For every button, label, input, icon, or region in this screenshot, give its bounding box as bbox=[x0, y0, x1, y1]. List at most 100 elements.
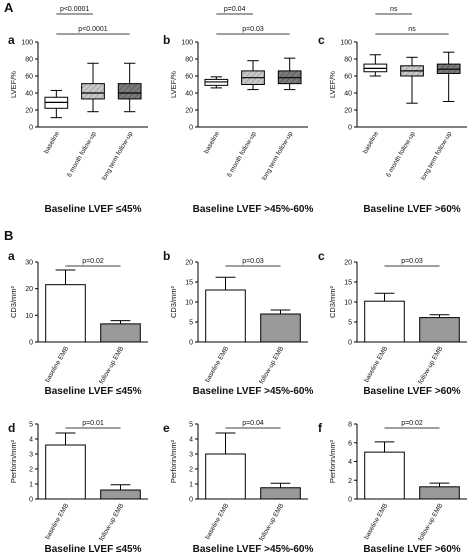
section-label-A: A bbox=[4, 0, 14, 15]
y-axis-label: Perforin/mm² bbox=[9, 439, 18, 483]
y-axis-label: LVEF/% bbox=[328, 71, 337, 98]
panel-label: c bbox=[318, 249, 325, 263]
x-tick-label: follow-up EMB bbox=[98, 503, 125, 543]
panel-caption: Baseline LVEF >45%-60% bbox=[193, 386, 314, 397]
y-tick-label: 100 bbox=[181, 40, 193, 47]
panel-caption: Baseline LVEF >60% bbox=[363, 544, 460, 555]
y-tick-label: 20 bbox=[185, 260, 193, 267]
y-tick-label: 20 bbox=[25, 108, 33, 115]
y-tick-label: 10 bbox=[344, 300, 352, 307]
p-value-label: p=0.04 bbox=[242, 420, 264, 427]
x-tick-label: baseline EMB bbox=[363, 346, 389, 384]
y-tick-label: 3 bbox=[189, 452, 193, 459]
y-axis-label: CD3/mm² bbox=[169, 285, 178, 318]
p-value-label: p=0.02 bbox=[82, 258, 104, 265]
y-tick-label: 5 bbox=[189, 422, 193, 429]
y-tick-label: 0 bbox=[189, 125, 193, 132]
y-tick-label: 30 bbox=[25, 260, 33, 267]
y-axis-label: LVEF/% bbox=[9, 71, 18, 98]
panel-caption: Baseline LVEF ≤45% bbox=[44, 204, 141, 215]
chart-panel-b-c: c 0 5 10 15 20 CD3/mm² baseline EMB follow-up EM… bbox=[318, 249, 467, 397]
y-tick-label: 60 bbox=[344, 74, 352, 81]
y-axis-label: CD3/mm² bbox=[9, 285, 18, 318]
bar bbox=[419, 486, 460, 500]
y-tick-label: 20 bbox=[25, 286, 33, 293]
chart-panel-b-f: f 0 2 4 6 8 Perforin/mm² baseline EMB follow-up … bbox=[318, 420, 467, 555]
bar bbox=[260, 487, 301, 500]
x-tick-label: baseline bbox=[43, 130, 61, 155]
chart-panel-b-b: b 0 5 10 15 20 CD3/mm² baseline EMB follow-up EM… bbox=[163, 249, 313, 397]
bar bbox=[45, 284, 86, 343]
bar bbox=[45, 444, 86, 500]
y-tick-label: 1 bbox=[29, 482, 33, 489]
y-tick-label: 5 bbox=[189, 320, 193, 327]
y-tick-label: 80 bbox=[25, 57, 33, 64]
panel-label: a bbox=[8, 249, 15, 263]
y-tick-label: 80 bbox=[344, 57, 352, 64]
x-tick-label: 6 month follow-up bbox=[226, 130, 258, 178]
chart-panel-b-e: e 0 1 2 3 4 5 Perforin/mm² baseline EMB follow-up… bbox=[163, 420, 313, 555]
y-tick-label: 0 bbox=[348, 497, 352, 504]
y-tick-label: 40 bbox=[25, 91, 33, 98]
y-tick-label: 20 bbox=[344, 108, 352, 115]
x-tick-label: baseline EMB bbox=[44, 503, 70, 541]
panel-label: a bbox=[8, 33, 15, 47]
bar bbox=[364, 451, 405, 500]
x-tick-label: long term follow-up bbox=[420, 130, 454, 181]
x-tick-label: follow-up EMB bbox=[258, 346, 285, 386]
box bbox=[117, 83, 142, 100]
p-value-label: ns bbox=[390, 6, 398, 13]
bar bbox=[364, 300, 405, 343]
bar bbox=[100, 323, 141, 343]
y-tick-label: 0 bbox=[29, 497, 33, 504]
panel-caption: Baseline LVEF ≤45% bbox=[44, 386, 141, 397]
p-value-label: ns bbox=[408, 26, 416, 33]
y-tick-label: 100 bbox=[340, 40, 352, 47]
y-tick-label: 3 bbox=[29, 452, 33, 459]
x-tick-label: follow-up EMB bbox=[258, 503, 285, 543]
y-tick-label: 0 bbox=[189, 497, 193, 504]
y-tick-label: 6 bbox=[348, 440, 352, 447]
p-value-label: p=0.03 bbox=[242, 258, 264, 265]
p-value-label: p=0.04 bbox=[224, 6, 246, 13]
p-value-label: p=0.03 bbox=[401, 258, 423, 265]
y-axis-label: Perforin/mm² bbox=[328, 439, 337, 483]
panel-label: b bbox=[163, 33, 170, 47]
chart-panel-a-b: b 0 20 40 60 80 100 LVEF/% baseline 6 month follo… bbox=[163, 6, 313, 215]
y-tick-label: 60 bbox=[25, 74, 33, 81]
x-tick-label: baseline bbox=[203, 130, 221, 155]
p-value-label: p=0.01 bbox=[82, 420, 104, 427]
panel-caption: Baseline LVEF >60% bbox=[363, 204, 460, 215]
y-tick-label: 4 bbox=[348, 459, 352, 466]
x-tick-label: long term follow-up bbox=[261, 130, 295, 181]
panel-label: f bbox=[318, 421, 323, 435]
x-tick-label: long term follow-up bbox=[101, 130, 135, 181]
y-axis-label: Perforin/mm² bbox=[169, 439, 178, 483]
y-tick-label: 0 bbox=[348, 125, 352, 132]
x-tick-label: baseline bbox=[362, 130, 380, 155]
y-tick-label: 10 bbox=[185, 300, 193, 307]
y-tick-label: 20 bbox=[344, 260, 352, 267]
chart-panel-a-a: a 0 20 40 60 80 100 LVEF/% baseline 6 month follo… bbox=[8, 6, 148, 215]
bar bbox=[205, 289, 246, 343]
x-tick-label: baseline EMB bbox=[204, 346, 230, 384]
panel-label: e bbox=[163, 421, 170, 435]
section-label-B: B bbox=[4, 228, 13, 243]
y-tick-label: 4 bbox=[29, 437, 33, 444]
panel-label: b bbox=[163, 249, 170, 263]
y-tick-label: 40 bbox=[185, 91, 193, 98]
y-tick-label: 40 bbox=[344, 91, 352, 98]
x-tick-label: follow-up EMB bbox=[417, 503, 444, 543]
y-tick-label: 8 bbox=[348, 422, 352, 429]
y-axis-label: CD3/mm² bbox=[328, 285, 337, 318]
y-tick-label: 0 bbox=[29, 125, 33, 132]
x-tick-label: baseline EMB bbox=[363, 503, 389, 541]
y-tick-label: 0 bbox=[348, 340, 352, 347]
chart-panel-b-a: a 0 10 20 30 CD3/mm² baseline EMB follow-up EMB… bbox=[8, 249, 148, 397]
y-tick-label: 15 bbox=[185, 280, 193, 287]
y-tick-label: 2 bbox=[348, 478, 352, 485]
y-axis-label: LVEF/% bbox=[169, 71, 178, 98]
y-tick-label: 60 bbox=[185, 74, 193, 81]
chart-panel-a-c: c 0 20 40 60 80 100 LVEF/% baseline 6 month follo… bbox=[318, 6, 467, 215]
